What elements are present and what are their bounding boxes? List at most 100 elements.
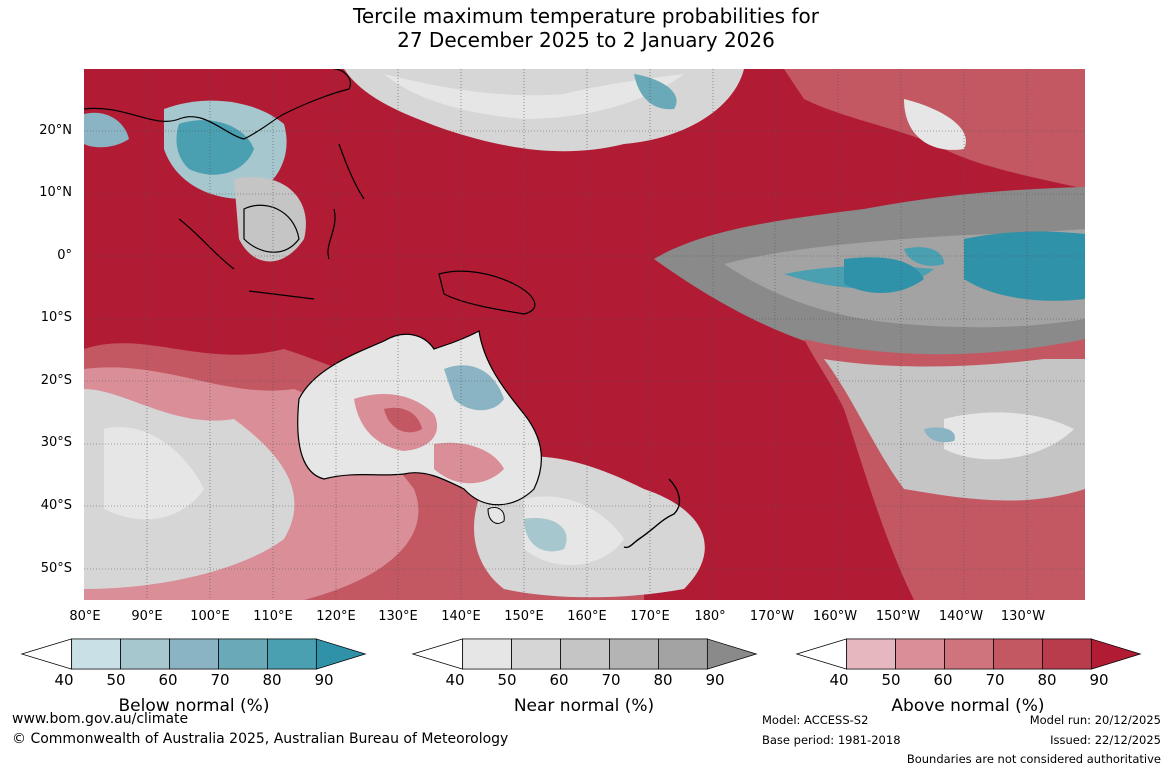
- tasman-below-patch: [524, 518, 567, 552]
- lat-label-50s: 50°S: [40, 561, 72, 576]
- near-tick-90: 90: [705, 671, 725, 689]
- indian-white-patch: [104, 427, 204, 520]
- model-name: Model: ACCESS-S2: [762, 713, 869, 727]
- tasmania: [487, 507, 505, 524]
- above-swatch-2: [895, 638, 945, 670]
- below-tick-90: 90: [314, 671, 334, 689]
- se-pacific-white: [944, 412, 1074, 460]
- above-swatch-1: [846, 638, 896, 670]
- ne-pacific-white: [904, 99, 966, 150]
- lat-label-0: 0°: [57, 248, 72, 263]
- above-tick-40: 40: [829, 671, 849, 689]
- lon-label-120e: 120°E: [316, 609, 356, 624]
- below-tick-80: 80: [262, 671, 282, 689]
- near-tick-70: 70: [601, 671, 621, 689]
- north-pacific-below: [634, 74, 677, 110]
- below-normal-colorbar: [20, 638, 367, 670]
- below-normal-label: Below normal (%): [118, 696, 270, 716]
- equatorial-below-2: [844, 257, 924, 294]
- se-australia-above: [434, 442, 504, 484]
- lat-label-40s: 40°S: [40, 498, 72, 513]
- near-normal-colorbar: [411, 638, 758, 670]
- above-tick-60: 60: [933, 671, 953, 689]
- near-tick-80: 80: [653, 671, 673, 689]
- lon-label-160w: 160°W: [812, 609, 858, 624]
- base-period: Base period: 1981-2018: [762, 733, 901, 747]
- equatorial-below-4: [904, 247, 944, 266]
- below-tick-40: 40: [54, 671, 74, 689]
- lon-label-150e: 150°E: [504, 609, 544, 624]
- lon-label-130w: 130°W: [1000, 609, 1046, 624]
- borneo-near: [234, 177, 306, 262]
- copyright-text: © Commonwealth of Australia 2025, Austra…: [12, 731, 509, 747]
- lon-label-180: 180°: [694, 609, 726, 624]
- above-swatch-3: [944, 638, 994, 670]
- se-asia-coast: [84, 69, 351, 140]
- near-swatch-6: [706, 638, 758, 670]
- lon-label-160e: 160°E: [567, 609, 607, 624]
- borneo: [243, 204, 300, 253]
- australia-above-core: [384, 407, 422, 433]
- lon-label-90e: 90°E: [131, 609, 163, 624]
- above-swatch-4: [993, 638, 1043, 670]
- near-tick-50: 50: [497, 671, 517, 689]
- lon-label-130e: 130°E: [378, 609, 418, 624]
- below-swatch-5: [267, 638, 317, 670]
- probability-map: [84, 69, 1085, 600]
- above-tick-90: 90: [1089, 671, 1109, 689]
- above-normal-colorbar: [795, 638, 1142, 670]
- lon-label-110e: 110°E: [253, 609, 293, 624]
- above-swatch-6: [1090, 638, 1142, 670]
- new-zealand: [623, 478, 681, 549]
- se-asia-below-inner: [176, 120, 254, 175]
- se-pacific-below: [924, 427, 955, 443]
- north-pacific-white: [384, 74, 684, 119]
- new-guinea: [438, 270, 536, 315]
- near-swatch-1: [462, 638, 512, 670]
- issued-date: Issued: 22/12/2025: [1050, 733, 1161, 747]
- above-swatch-5: [1042, 638, 1092, 670]
- equatorial-below-3: [964, 231, 1085, 301]
- lon-label-170w: 170°W: [749, 609, 795, 624]
- near-swatch-3: [560, 638, 610, 670]
- below-tick-50: 50: [106, 671, 126, 689]
- near-swatch-5: [658, 638, 708, 670]
- lon-label-170e: 170°E: [630, 609, 670, 624]
- near-swatch-2: [511, 638, 561, 670]
- below-swatch-3: [169, 638, 219, 670]
- boundaries-disclaimer: Boundaries are not considered authoritat…: [906, 752, 1161, 766]
- above-tick-70: 70: [985, 671, 1005, 689]
- website-link[interactable]: www.bom.gov.au/climate: [12, 711, 189, 727]
- lon-label-150w: 150°W: [875, 609, 921, 624]
- australia-below-patch: [444, 365, 504, 411]
- below-tick-70: 70: [210, 671, 230, 689]
- below-tick-60: 60: [158, 671, 178, 689]
- above-normal-label: Above normal (%): [891, 696, 1045, 716]
- map-canvas: [84, 69, 1085, 600]
- sumatra: [178, 218, 235, 270]
- near-tick-60: 60: [549, 671, 569, 689]
- near-swatch-0: [411, 638, 464, 670]
- lat-label-10n: 10°N: [39, 185, 72, 200]
- below-swatch-2: [120, 638, 170, 670]
- lon-label-140e: 140°E: [441, 609, 481, 624]
- india-below: [84, 112, 129, 148]
- lon-label-100e: 100°E: [190, 609, 230, 624]
- philippines: [338, 143, 365, 200]
- sulawesi: [327, 208, 336, 260]
- lat-label-10s: 10°S: [40, 310, 72, 325]
- model-run: Model run: 20/12/2025: [1029, 713, 1161, 727]
- near-normal-label: Near normal (%): [513, 696, 655, 716]
- near-tick-40: 40: [445, 671, 465, 689]
- below-swatch-1: [71, 638, 121, 670]
- lat-label-20n: 20°N: [39, 123, 72, 138]
- lat-label-30s: 30°S: [40, 435, 72, 450]
- above-tick-80: 80: [1037, 671, 1057, 689]
- below-swatch-0: [20, 638, 73, 670]
- title-line-2: 27 December 2025 to 2 January 2026: [397, 28, 775, 52]
- graticule: [84, 69, 1085, 600]
- below-swatch-4: [218, 638, 268, 670]
- lon-label-140w: 140°W: [938, 609, 984, 624]
- below-swatch-6: [315, 638, 367, 670]
- java: [248, 290, 315, 300]
